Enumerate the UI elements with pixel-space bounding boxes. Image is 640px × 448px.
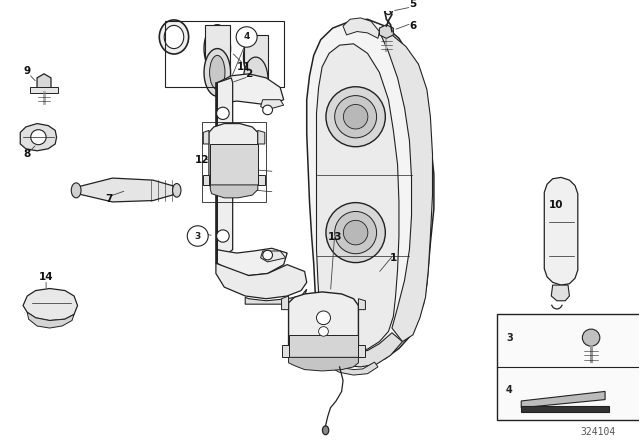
Polygon shape: [282, 296, 289, 310]
Text: 4: 4: [506, 385, 513, 396]
Ellipse shape: [317, 311, 330, 325]
Ellipse shape: [582, 329, 600, 346]
Text: 12: 12: [195, 155, 209, 165]
Ellipse shape: [216, 107, 229, 120]
Ellipse shape: [249, 42, 262, 73]
Ellipse shape: [159, 20, 189, 54]
Polygon shape: [245, 289, 307, 304]
Polygon shape: [218, 74, 284, 105]
Text: 3: 3: [195, 232, 201, 241]
Polygon shape: [260, 100, 284, 110]
Text: 8: 8: [24, 149, 31, 159]
Text: 11: 11: [237, 62, 251, 72]
Ellipse shape: [210, 56, 225, 90]
Ellipse shape: [262, 105, 273, 115]
Ellipse shape: [319, 327, 328, 336]
Polygon shape: [218, 248, 287, 276]
Text: 5: 5: [410, 0, 417, 9]
Polygon shape: [209, 124, 258, 192]
Ellipse shape: [31, 129, 46, 145]
Ellipse shape: [243, 35, 268, 80]
Polygon shape: [321, 333, 403, 367]
Polygon shape: [23, 289, 77, 320]
Ellipse shape: [335, 211, 376, 254]
Polygon shape: [258, 130, 265, 144]
Polygon shape: [258, 175, 265, 185]
Polygon shape: [497, 314, 640, 420]
Polygon shape: [358, 299, 365, 310]
Polygon shape: [211, 185, 258, 198]
Polygon shape: [521, 406, 609, 412]
Text: 14: 14: [39, 272, 53, 282]
Ellipse shape: [216, 230, 229, 242]
Polygon shape: [343, 18, 380, 39]
Text: 4: 4: [243, 33, 250, 42]
Text: 7: 7: [106, 194, 113, 203]
Polygon shape: [28, 312, 74, 328]
Polygon shape: [260, 251, 286, 262]
Polygon shape: [551, 285, 570, 301]
Ellipse shape: [71, 183, 81, 198]
Ellipse shape: [204, 48, 230, 96]
Polygon shape: [544, 177, 578, 285]
Ellipse shape: [344, 220, 368, 245]
Polygon shape: [307, 19, 434, 362]
Polygon shape: [216, 263, 307, 299]
Text: 324104: 324104: [580, 427, 616, 437]
Ellipse shape: [173, 184, 181, 197]
Polygon shape: [244, 35, 268, 79]
Ellipse shape: [204, 25, 230, 73]
Polygon shape: [521, 392, 605, 408]
Polygon shape: [380, 25, 394, 39]
Polygon shape: [358, 345, 365, 358]
Ellipse shape: [323, 426, 329, 435]
Ellipse shape: [210, 31, 225, 65]
Polygon shape: [30, 87, 58, 93]
Polygon shape: [205, 25, 230, 73]
Polygon shape: [289, 292, 358, 368]
Ellipse shape: [335, 95, 376, 138]
Circle shape: [236, 27, 257, 47]
Polygon shape: [204, 130, 209, 144]
Polygon shape: [380, 31, 433, 342]
Ellipse shape: [164, 26, 184, 48]
Polygon shape: [204, 175, 209, 185]
Polygon shape: [289, 358, 358, 371]
Text: 3: 3: [506, 332, 513, 343]
Polygon shape: [282, 345, 289, 358]
Text: 1: 1: [390, 253, 397, 263]
Text: 6: 6: [410, 21, 417, 31]
Polygon shape: [20, 124, 56, 151]
Polygon shape: [211, 144, 258, 185]
Ellipse shape: [262, 250, 273, 260]
Text: 10: 10: [549, 200, 563, 211]
Ellipse shape: [326, 202, 385, 263]
Polygon shape: [289, 335, 358, 358]
Text: 9: 9: [24, 66, 31, 76]
Text: 13: 13: [328, 233, 342, 242]
Polygon shape: [77, 178, 177, 202]
Ellipse shape: [344, 104, 368, 129]
Polygon shape: [37, 74, 51, 91]
Polygon shape: [319, 353, 378, 375]
Ellipse shape: [326, 87, 385, 147]
Ellipse shape: [243, 57, 268, 101]
Polygon shape: [317, 44, 399, 350]
Text: 2: 2: [245, 69, 252, 79]
Circle shape: [188, 226, 208, 246]
Polygon shape: [218, 78, 233, 255]
